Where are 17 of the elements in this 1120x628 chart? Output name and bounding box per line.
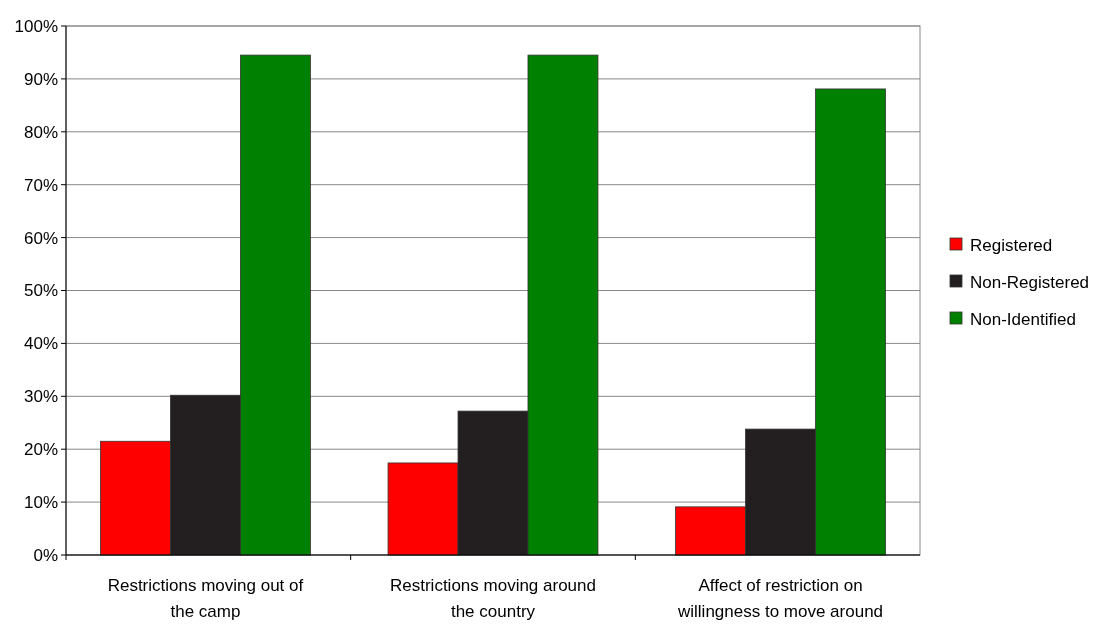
y-tick-label: 20% bbox=[23, 440, 58, 460]
x-tick-label: Restrictions moving around the country bbox=[390, 576, 596, 621]
y-tick-label: 100% bbox=[14, 16, 58, 36]
legend-label: Registered bbox=[970, 235, 1053, 255]
y-tick-label: 80% bbox=[23, 122, 58, 142]
y-tick-label: 50% bbox=[23, 281, 58, 301]
legend-label: Non-Registered bbox=[970, 272, 1090, 292]
x-tick-label: Restrictions moving out of the camp bbox=[107, 576, 304, 621]
y-tick-label: 90% bbox=[23, 69, 58, 89]
x-tick-label: Affect of restriction on willingness to move around bbox=[677, 576, 884, 621]
y-tick-label: 10% bbox=[23, 493, 58, 513]
y-tick-label: 0% bbox=[33, 545, 58, 565]
y-tick-label: 60% bbox=[23, 228, 58, 248]
y-tick-label: 70% bbox=[23, 175, 58, 195]
y-tick-label: 40% bbox=[23, 334, 58, 354]
legend-label: Non-Identified bbox=[970, 309, 1076, 329]
y-tick-label: 30% bbox=[23, 387, 58, 407]
